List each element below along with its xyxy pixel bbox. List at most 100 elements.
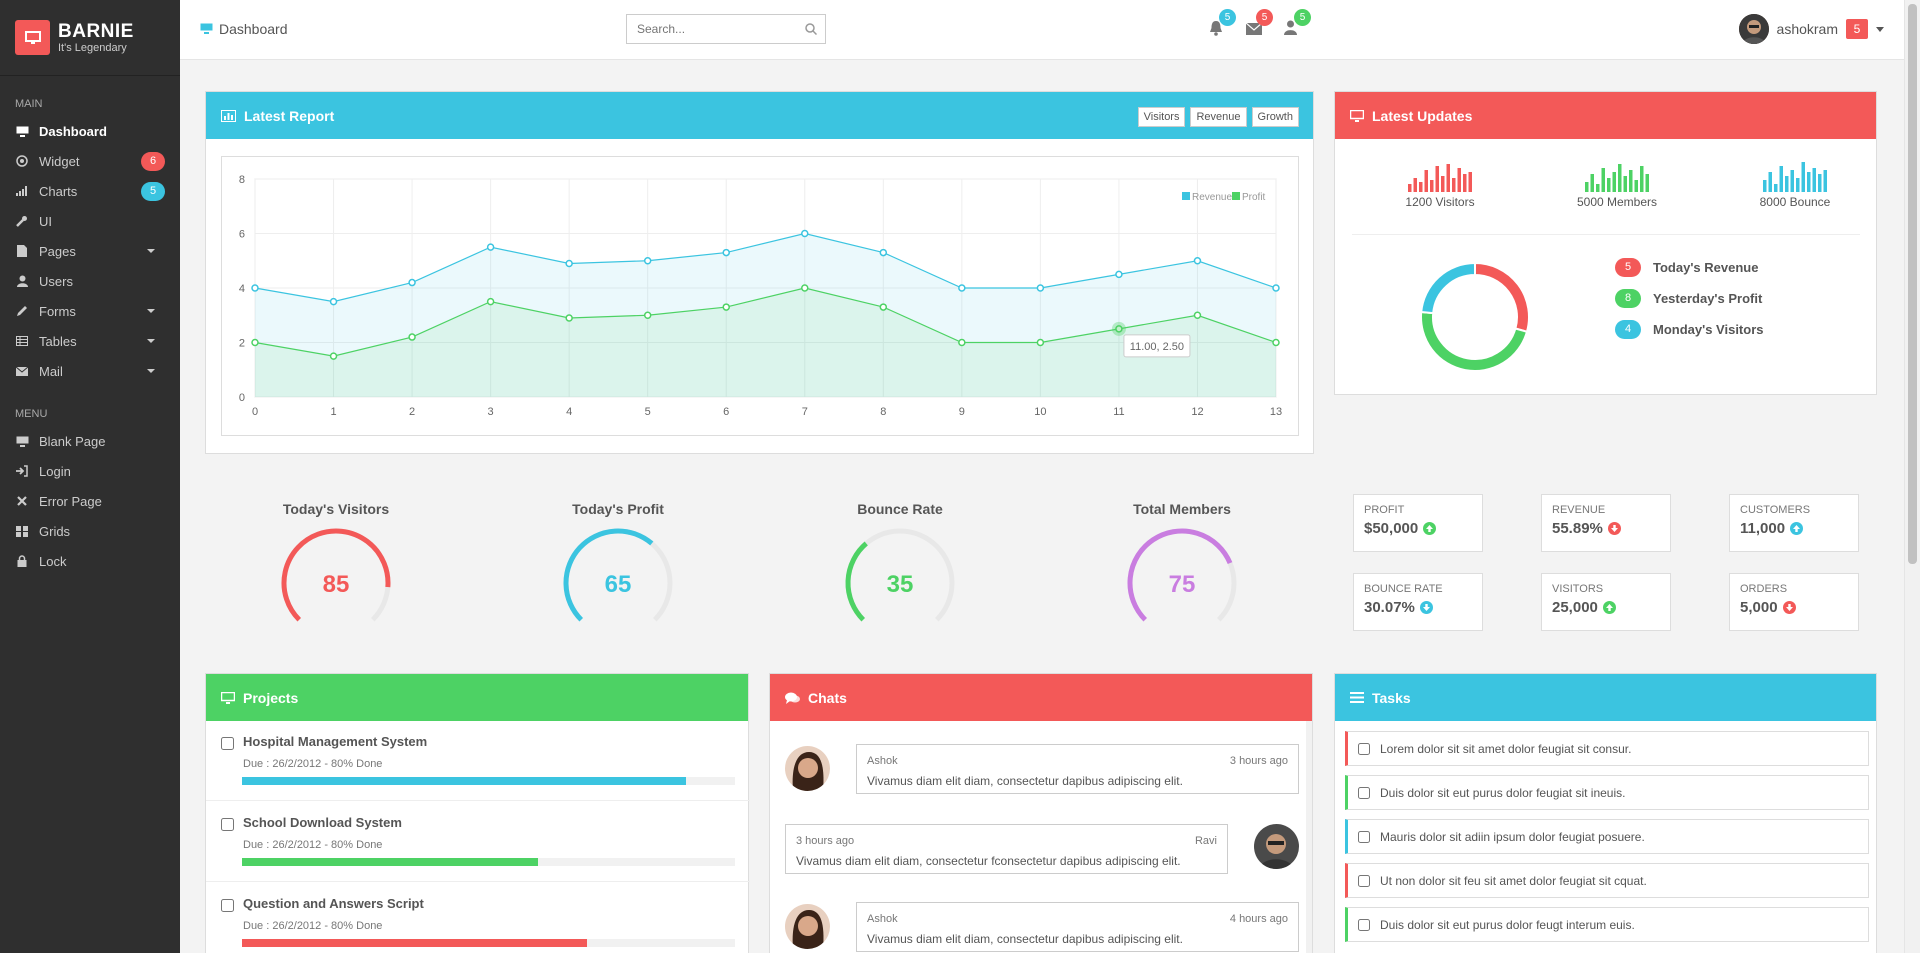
scrollbar-thumb[interactable] xyxy=(1908,4,1917,564)
page-scrollbar[interactable] xyxy=(1904,0,1920,953)
chat-scrollbar[interactable] xyxy=(1306,721,1312,953)
sidebar-item-users[interactable]: Users xyxy=(0,266,180,296)
data-point[interactable] xyxy=(1115,270,1123,279)
data-point[interactable] xyxy=(879,303,888,311)
x-tick-label: 13 xyxy=(1270,406,1282,418)
monitor-icon xyxy=(1350,109,1364,122)
data-point[interactable] xyxy=(1272,338,1280,347)
data-point[interactable] xyxy=(643,311,652,319)
project-due: Due : 26/2/2012 - 80% Done xyxy=(243,839,383,851)
search-input[interactable] xyxy=(627,15,797,43)
stat-value: 5,000 xyxy=(1740,599,1848,616)
data-point[interactable] xyxy=(565,259,573,268)
chat-time: 3 hours ago xyxy=(796,835,855,847)
data-point[interactable] xyxy=(801,284,809,292)
data-point[interactable] xyxy=(722,248,730,257)
task-text: Mauris dolor sit adiin ipsum dolor feugi… xyxy=(1380,829,1645,844)
data-point[interactable] xyxy=(408,278,416,287)
data-point[interactable] xyxy=(329,297,338,306)
data-point[interactable] xyxy=(643,257,652,265)
data-point[interactable] xyxy=(801,229,809,238)
data-point[interactable] xyxy=(1036,338,1045,347)
stat-number: 11,000 xyxy=(1740,520,1786,537)
donut-slice[interactable] xyxy=(1420,310,1529,372)
project-checkbox[interactable] xyxy=(221,818,234,831)
divider xyxy=(1352,234,1860,235)
chats-title: Chats xyxy=(808,689,847,706)
data-point[interactable] xyxy=(565,314,573,322)
sidebar-item-login[interactable]: Login xyxy=(0,456,180,486)
task-checkbox[interactable] xyxy=(1358,874,1370,887)
sidebar-item-charts[interactable]: Charts 5 xyxy=(0,176,180,206)
sidebar-item-lock[interactable]: Lock xyxy=(0,546,180,576)
data-point[interactable] xyxy=(251,284,259,292)
brand-title: BARNIE xyxy=(58,20,134,42)
sparkline-bars xyxy=(1585,164,1649,192)
data-point[interactable] xyxy=(408,333,416,341)
sidebar-item-label: Forms xyxy=(39,303,76,319)
data-point[interactable] xyxy=(879,248,888,257)
growth-button[interactable]: Growth xyxy=(1251,107,1299,127)
sidebar-item-dashboard[interactable]: Dashboard xyxy=(0,116,180,146)
data-point[interactable] xyxy=(1193,311,1202,319)
search-icon[interactable] xyxy=(805,23,818,38)
sidebar-item-mail[interactable]: Mail xyxy=(0,356,180,386)
data-point[interactable] xyxy=(1193,257,1202,265)
stat-box: REVENUE 55.89% xyxy=(1541,494,1671,552)
sidebar-item-ui[interactable]: UI xyxy=(0,206,180,236)
task-checkbox[interactable] xyxy=(1358,830,1370,843)
highlight-point xyxy=(1111,321,1126,336)
sidebar-item-forms[interactable]: Forms xyxy=(0,296,180,326)
data-point[interactable] xyxy=(329,352,338,360)
sidebar-item-widget[interactable]: Widget 6 xyxy=(0,146,180,176)
sidebar-item-pages[interactable]: Pages xyxy=(0,236,180,266)
notifications-bell[interactable]: 5 xyxy=(1209,9,1236,38)
task-item: Duis dolor sit eut purus dolor feugiat s… xyxy=(1345,775,1869,810)
breadcrumb[interactable]: Dashboard xyxy=(200,21,288,37)
sidebar-item-label: Lock xyxy=(39,553,67,569)
revenue-button[interactable]: Revenue xyxy=(1190,107,1247,127)
task-checkbox[interactable] xyxy=(1358,918,1370,931)
task-checkbox[interactable] xyxy=(1358,786,1370,799)
data-point[interactable] xyxy=(1036,284,1045,292)
project-checkbox[interactable] xyxy=(221,899,234,912)
brand[interactable]: BARNIE It's Legendary xyxy=(0,0,180,76)
data-point[interactable] xyxy=(251,338,259,347)
task-checkbox[interactable] xyxy=(1358,742,1370,755)
sidebar-item-blank-page[interactable]: Blank Page xyxy=(0,426,180,456)
data-point[interactable] xyxy=(1272,284,1280,292)
stat-value: $50,000 xyxy=(1364,520,1472,537)
notifications-user[interactable]: 5 xyxy=(1284,9,1311,38)
visitors-button[interactable]: Visitors xyxy=(1137,107,1186,127)
donut-slice[interactable] xyxy=(1474,261,1530,334)
list-icon xyxy=(1350,692,1364,703)
stat-value: 11,000 xyxy=(1740,520,1848,537)
sparkline-label: 5000 Members xyxy=(1576,195,1658,209)
notifications-mail[interactable]: 5 xyxy=(1245,9,1273,38)
data-point[interactable] xyxy=(486,297,495,306)
report-chart: 0 1 2 3 4 5 6 7 8 9 10 11 12 13 0 2 4 6 8 11.00, 2.50 Revenu… xyxy=(221,156,1299,436)
user-menu[interactable]: ashokram 5 xyxy=(1738,14,1884,44)
gauge-arc: 85 xyxy=(281,528,391,622)
data-point[interactable] xyxy=(1115,325,1123,333)
projects-header: Projects xyxy=(206,674,748,721)
data-point[interactable] xyxy=(722,303,730,311)
widget-badge: 6 xyxy=(141,152,165,171)
x-tick-label: 7 xyxy=(802,406,808,418)
donut-slice[interactable] xyxy=(1420,261,1476,315)
chat-message: Ravi 3 hours ago Vivamus diam elit diam,… xyxy=(785,824,1228,874)
data-point[interactable] xyxy=(958,338,966,347)
data-point[interactable] xyxy=(958,284,966,292)
legend-item: 5 Today's Revenue xyxy=(1615,258,1758,277)
sidebar-item-grids[interactable]: Grids xyxy=(0,516,180,546)
sparkline-bar xyxy=(1634,180,1638,192)
sparkline-bar xyxy=(1618,164,1622,192)
file-icon xyxy=(15,245,29,257)
project-checkbox[interactable] xyxy=(221,737,234,750)
sidebar-item-error-page[interactable]: Error Page xyxy=(0,486,180,516)
sidebar-item-tables[interactable]: Tables xyxy=(0,326,180,356)
donut-chart xyxy=(1420,261,1530,372)
data-point[interactable] xyxy=(486,243,495,251)
gauge-members: Total Members 75 xyxy=(1082,501,1282,640)
